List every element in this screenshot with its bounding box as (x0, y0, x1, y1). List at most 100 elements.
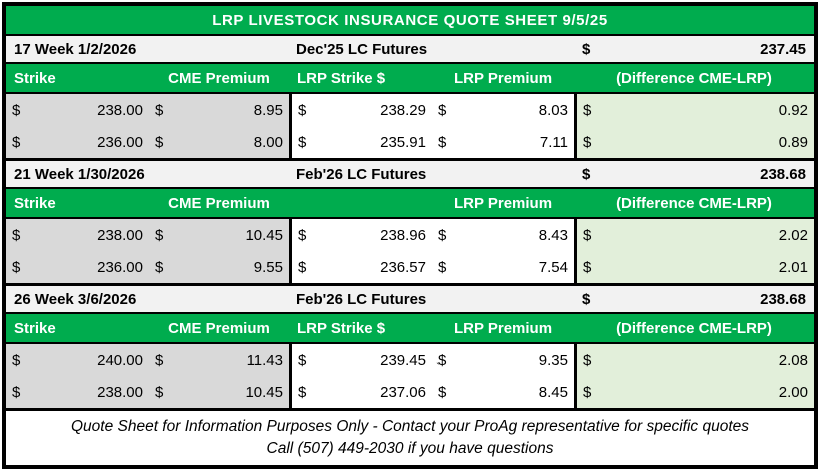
cme-premium-cell: $11.43 (149, 344, 289, 376)
currency-symbol: $ (12, 101, 21, 119)
sheet-title: LRP LIVESTOCK INSURANCE QUOTE SHEET 9/5/… (6, 6, 814, 36)
currency-symbol: $ (438, 226, 447, 244)
difference-header: (Difference CME-LRP) (616, 194, 772, 212)
strike-value: 238.00 (97, 101, 143, 119)
futures-label: Feb'26 LC Futures (296, 290, 427, 308)
futures-price: $ 238.68 (574, 166, 814, 183)
strike-cell: $238.00 (6, 219, 149, 251)
lrp-strike-cell: $235.91 (289, 126, 432, 158)
currency-symbol: $ (438, 383, 447, 401)
cme-premium-cell: $8.95 (149, 94, 289, 126)
futures-price: $ 238.68 (574, 291, 814, 308)
lrp-strike-cell: $237.06 (289, 376, 432, 408)
lrp-premium-value: 8.43 (538, 226, 568, 244)
section-2-data: $238.00 $10.45 $238.96 $8.43 $2.02 $236.… (6, 219, 814, 286)
currency-symbol: $ (298, 258, 307, 276)
lrp-premium-cell: $7.11 (432, 126, 574, 158)
section-2-header-row: Strike CME Premium LRP Premium (Differen… (6, 189, 814, 219)
week-label: 17 Week 1/2/2026 (14, 40, 137, 58)
difference-cell: $2.00 (574, 376, 814, 408)
difference-cell: $2.08 (574, 344, 814, 376)
currency-symbol: $ (583, 258, 592, 276)
lrp-strike-value: 238.96 (380, 226, 426, 244)
section-3-week-row: 26 Week 3/6/2026 Feb'26 LC Futures $ 238… (6, 286, 814, 314)
lrp-premium-cell: $9.35 (432, 344, 574, 376)
cme-premium-value: 8.95 (253, 101, 283, 119)
difference-value: 0.92 (778, 101, 808, 119)
footer: Quote Sheet for Information Purposes Onl… (6, 411, 814, 465)
lrp-premium-value: 7.11 (539, 133, 568, 151)
currency-symbol: $ (155, 258, 164, 276)
currency-symbol: $ (583, 351, 592, 369)
currency-symbol: $ (155, 101, 164, 119)
cme-premium-value: 9.55 (253, 258, 283, 276)
currency-symbol: $ (583, 226, 592, 244)
stray-tick-mark: ` (436, 362, 440, 374)
difference-value: 0.89 (778, 133, 808, 151)
lrp-strike-value: 236.57 (380, 258, 426, 276)
cme-premium-value: 10.45 (245, 226, 283, 244)
currency-symbol: $ (583, 133, 592, 151)
lrp-strike-cell: $238.29 (289, 94, 432, 126)
difference-header: (Difference CME-LRP) (616, 69, 772, 87)
difference-cell: $2.02 (574, 219, 814, 251)
currency-symbol: $ (582, 290, 591, 308)
futures-label: Dec'25 LC Futures (296, 40, 428, 58)
strike-header: Strike (14, 69, 56, 87)
cme-premium-cell: $10.45 (149, 376, 289, 408)
currency-symbol: $ (438, 351, 447, 369)
section-1-data: $238.00 $8.95 $238.29 $8.03 $0.92 $236.0… (6, 94, 814, 161)
lrp-premium-cell: $8.43 (432, 219, 574, 251)
cme-premium-value: 10.45 (245, 383, 283, 401)
futures-value: 237.45 (760, 40, 806, 58)
lrp-premium-cell: $7.54 (432, 251, 574, 283)
lrp-premium-cell: $8.45 (432, 376, 574, 408)
cme-premium-cell: $10.45 (149, 219, 289, 251)
strike-value: 240.00 (97, 351, 143, 369)
strike-cell: $240.00 (6, 344, 149, 376)
currency-symbol: $ (583, 383, 592, 401)
currency-symbol: $ (438, 101, 447, 119)
futures-label: Feb'26 LC Futures (296, 165, 427, 183)
currency-symbol: $ (12, 133, 21, 151)
difference-value: 2.00 (778, 383, 808, 401)
lrp-strike-value: 238.29 (380, 101, 426, 119)
cme-premium-cell: $8.00 (149, 126, 289, 158)
futures-price: $ 237.45 (574, 41, 814, 58)
currency-symbol: $ (155, 226, 164, 244)
currency-symbol: $ (12, 351, 21, 369)
difference-value: 2.02 (778, 226, 808, 244)
currency-symbol: $ (582, 40, 591, 58)
lrp-premium-value: 9.35 (538, 351, 568, 369)
lrp-premium-value: 8.03 (538, 101, 568, 119)
currency-symbol: $ (12, 383, 21, 401)
strike-cell: $236.00 (6, 126, 149, 158)
section-1-week-row: 17 Week 1/2/2026 Dec'25 LC Futures $ 237… (6, 36, 814, 64)
strike-value: 236.00 (97, 133, 143, 151)
strike-cell: $238.00 (6, 376, 149, 408)
footer-phone: Call (507) 449-2030 if you have question… (266, 440, 554, 458)
currency-symbol: $ (12, 258, 21, 276)
lrp-strike-cell: $239.45 (289, 344, 432, 376)
footer-disclaimer: Quote Sheet for Information Purposes Onl… (70, 417, 750, 435)
currency-symbol: $ (155, 351, 164, 369)
difference-value: 2.01 (778, 258, 808, 276)
cme-premium-header: CME Premium (168, 194, 270, 212)
currency-symbol: $ (12, 226, 21, 244)
section-3-data: $240.00 $11.43 $239.45 $9.35 $2.08 $238.… (6, 344, 814, 411)
lrp-premium-header: LRP Premium (453, 319, 553, 337)
section-3-header-row: Strike CME Premium LRP Strike $ LRP Prem… (6, 314, 814, 344)
currency-symbol: $ (438, 258, 447, 276)
difference-cell: $2.01 (574, 251, 814, 283)
futures-value: 238.68 (760, 290, 806, 308)
futures-value: 238.68 (760, 165, 806, 183)
lrp-strike-value: 239.45 (380, 351, 426, 369)
week-label: 26 Week 3/6/2026 (14, 290, 137, 308)
currency-symbol: $ (298, 226, 307, 244)
currency-symbol: $ (298, 383, 307, 401)
strike-value: 236.00 (97, 258, 143, 276)
lrp-strike-value: 235.91 (380, 133, 426, 151)
currency-symbol: $ (155, 383, 164, 401)
strike-cell: $236.00 (6, 251, 149, 283)
